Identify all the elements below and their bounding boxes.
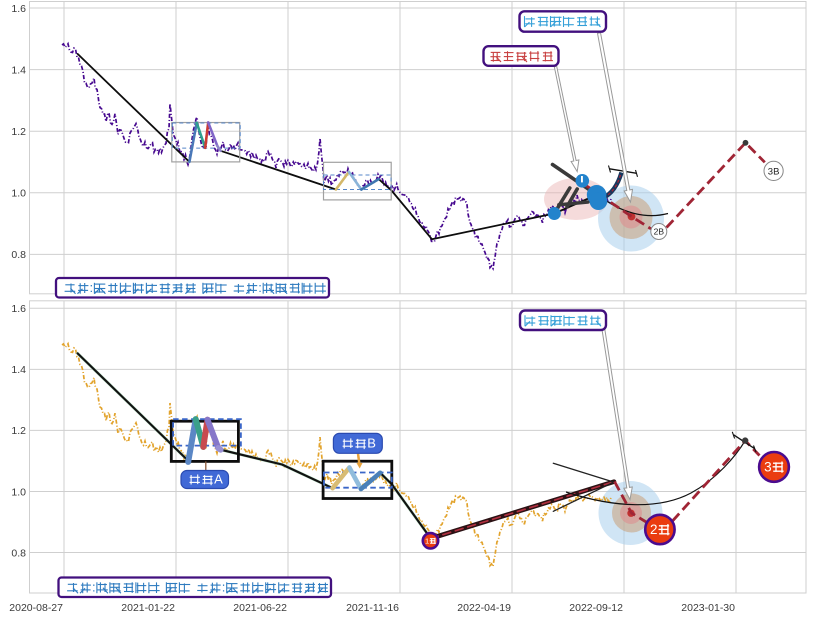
svg-text:1.0: 1.0: [11, 188, 26, 200]
svg-text:1.4: 1.4: [11, 64, 26, 76]
svg-text:2B: 2B: [654, 227, 665, 237]
svg-text::: :: [90, 280, 94, 295]
svg-text:2021-11-16: 2021-11-16: [346, 602, 399, 614]
svg-text:1.6: 1.6: [11, 303, 26, 315]
svg-text::: :: [222, 580, 226, 595]
svg-text:1.4: 1.4: [11, 364, 26, 376]
svg-text:2023-01-30: 2023-01-30: [681, 602, 735, 614]
svg-text:1.2: 1.2: [11, 425, 26, 437]
svg-text::: :: [258, 280, 262, 295]
svg-text:2020-08-27: 2020-08-27: [9, 602, 63, 614]
svg-text:A: A: [214, 472, 223, 487]
svg-text:B: B: [367, 436, 376, 451]
svg-text:2: 2: [650, 522, 658, 537]
svg-text:0.8: 0.8: [11, 249, 26, 261]
svg-text:3B: 3B: [768, 166, 780, 177]
svg-text:2022-09-12: 2022-09-12: [569, 602, 623, 614]
svg-text:1.0: 1.0: [11, 486, 26, 498]
svg-text:2022-04-19: 2022-04-19: [457, 602, 511, 614]
svg-text:1: 1: [425, 536, 429, 545]
svg-text::: :: [92, 580, 96, 595]
svg-text:2021-01-22: 2021-01-22: [121, 602, 175, 614]
svg-text:2021-06-22: 2021-06-22: [233, 602, 287, 614]
svg-text:1.2: 1.2: [11, 126, 26, 138]
svg-text:3: 3: [764, 460, 772, 475]
svg-text:1.6: 1.6: [11, 3, 26, 15]
svg-text:0.8: 0.8: [11, 547, 26, 559]
